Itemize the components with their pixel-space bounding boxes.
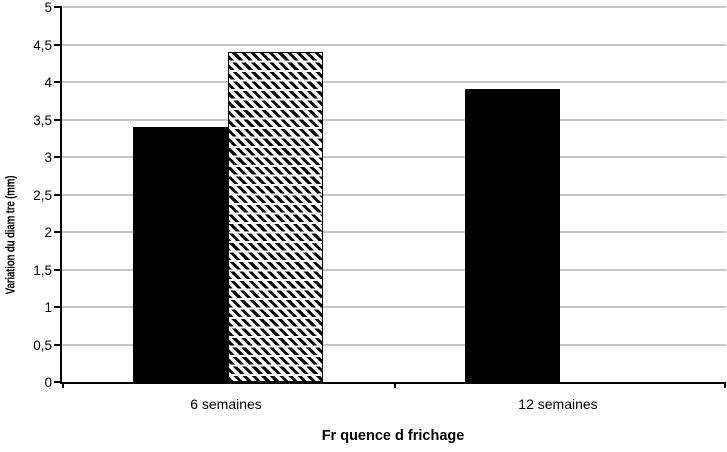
y-axis-tick: [54, 306, 62, 308]
y-axis-tick: [54, 193, 62, 196]
x-axis-tick: [62, 382, 64, 388]
bar-solid: [133, 127, 228, 382]
y-tick-label: 2: [44, 225, 52, 240]
y-gridline: [62, 43, 726, 46]
y-axis-tick: [54, 231, 62, 233]
y-tick-label: 3,5: [33, 112, 52, 128]
y-gridline: [62, 268, 726, 271]
y-tick-label: 5: [44, 0, 52, 15]
x-axis-tick: [394, 382, 396, 388]
y-axis-tick: [54, 268, 62, 271]
y-axis-tick: [54, 43, 62, 46]
y-tick-label: 4: [44, 75, 52, 90]
y-tick-label: 1,5: [33, 262, 52, 278]
y-gridline: [62, 231, 726, 233]
y-gridline: [62, 6, 726, 8]
x-axis-title: Fr quence d frichage: [321, 428, 465, 444]
y-gridline: [62, 343, 726, 346]
y-tick-label: 2,5: [33, 187, 52, 203]
y-tick-label: 3: [44, 150, 52, 165]
plot-area: 0 0,5 1 1,5 2 2,5 3 3,5 4 4,5 5: [33, 1, 726, 389]
y-axis-tick: [54, 381, 62, 383]
y-tick-label: 0: [44, 375, 52, 390]
x-axis-tick: [724, 382, 726, 388]
y-tick-label: 4,5: [33, 37, 52, 53]
bar-solid: [465, 89, 560, 382]
y-gridline: [62, 306, 726, 308]
y-tick-label: 0,5: [33, 337, 52, 353]
category-label: 12 semaines: [518, 396, 598, 412]
y-axis-tick: [54, 343, 62, 346]
y-axis-tick: [54, 6, 62, 8]
y-gridline: [62, 118, 726, 121]
y-gridline: [62, 81, 726, 83]
category-label: 6 semaines: [190, 396, 262, 412]
y-axis-tick: [54, 156, 62, 158]
y-gridline: [62, 193, 726, 196]
bar-hatched: [228, 52, 323, 382]
y-tick-label: 1: [44, 300, 52, 315]
y-axis-tick: [54, 81, 62, 83]
y-gridline: [62, 156, 726, 158]
y-axis-tick: [54, 118, 62, 121]
